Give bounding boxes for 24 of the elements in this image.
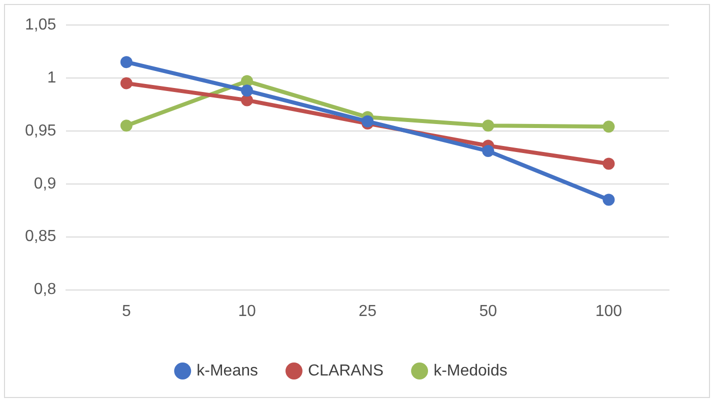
point (602, 158, 615, 170)
y-tick-label: 0,95 (25, 122, 56, 140)
x-tick-label: 5 (122, 302, 131, 320)
point (241, 84, 253, 97)
point (482, 145, 494, 158)
legend-label: k-Means (196, 362, 258, 380)
point (602, 120, 615, 133)
y-tick-label: 0,85 (25, 228, 56, 246)
point (120, 77, 132, 90)
point (120, 56, 132, 68)
y-tick-label: 0,8 (34, 281, 56, 298)
legend-label: k-Medoids (434, 362, 508, 380)
point (602, 194, 615, 206)
legend-label: CLARANS (308, 362, 384, 380)
x-tick-label: 100 (595, 302, 622, 320)
y-tick-label: 1 (47, 69, 56, 86)
y-tick-label: 0,9 (34, 175, 56, 192)
point (362, 115, 374, 128)
point (120, 120, 132, 132)
y-tick-label: 1,05 (25, 16, 56, 34)
point (482, 120, 494, 132)
x-tick-label: 25 (358, 302, 377, 320)
x-tick-label: 50 (479, 302, 498, 320)
x-tick-label: 10 (238, 302, 256, 320)
